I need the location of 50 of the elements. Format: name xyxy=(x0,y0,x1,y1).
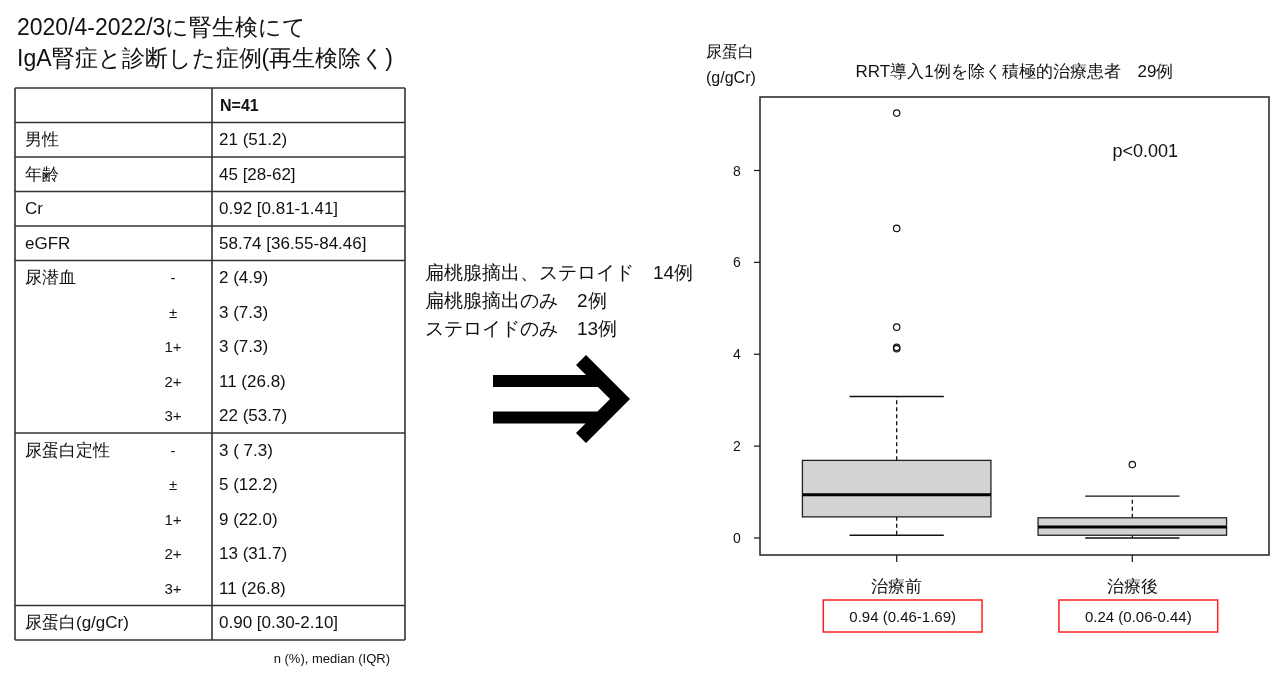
y-tick-label: 2 xyxy=(733,438,742,455)
category-label: 年齢 xyxy=(25,164,59,184)
text: 3 (7.3) xyxy=(219,302,269,322)
annotation: p<0.001 xyxy=(1112,141,1179,162)
category-label: 尿蛋白定性 xyxy=(25,440,110,460)
text: 11 (26.8) xyxy=(219,371,286,391)
category-label: 3+ xyxy=(164,407,182,425)
category-label: Cr xyxy=(25,199,43,219)
text: 扁桃腺摘出のみ 2例 xyxy=(425,289,607,311)
category-label: - xyxy=(170,441,176,459)
text: 22 (53.7) xyxy=(219,406,288,426)
category-label: 1+ xyxy=(164,510,182,528)
text: 0.94 (0.46-1.69) xyxy=(849,607,957,625)
category-label: 1+ xyxy=(164,338,182,356)
text: n (%), median (IQR) xyxy=(273,650,390,666)
text: 扁桃腺摘出、ステロイド 14例 xyxy=(425,261,694,283)
text: 5 (12.2) xyxy=(219,475,278,495)
category-label: - xyxy=(170,269,176,287)
text: 0.92 [0.81-1.41] xyxy=(219,199,339,219)
y-axis-title: 尿蛋白 (g/gCr) xyxy=(706,42,756,86)
category-label: 尿蛋白(g/gCr) xyxy=(25,613,129,633)
category-label: ± xyxy=(168,303,178,321)
text: 21 (51.2) xyxy=(219,130,288,150)
text: 0.24 (0.06-0.44) xyxy=(1084,607,1192,625)
text: 3 ( 7.3) xyxy=(219,440,273,460)
y-tick-label: 4 xyxy=(733,346,742,363)
category-label: 尿潜血 xyxy=(25,268,76,288)
text: 13 (31.7) xyxy=(219,544,288,564)
category-label: ± xyxy=(168,476,178,494)
text: 9 (22.0) xyxy=(219,509,278,529)
text: 3 (7.3) xyxy=(219,337,269,357)
text: 11 (26.8) xyxy=(219,578,286,598)
x-tick-label: 治療後 xyxy=(1106,576,1158,596)
y-tick-label: 6 xyxy=(733,254,742,271)
y-tick-label: 8 xyxy=(733,162,742,179)
category-label: 男性 xyxy=(25,130,59,150)
category-label: eGFR xyxy=(25,233,71,253)
y-tick-label: 0 xyxy=(733,530,742,546)
chart-title: RRT導入1例を除く積極的治療患者 29例 xyxy=(855,61,1174,81)
text: 2020/4-2022/3に腎生検にて IgA腎症と診断した症例(再生検除く) xyxy=(17,14,393,71)
category-label: N=41 xyxy=(220,96,259,114)
text: ステロイドのみ 13例 xyxy=(425,317,618,339)
text: 2 (4.9) xyxy=(219,268,269,288)
x-tick-label: 治療前 xyxy=(871,576,923,596)
text: 0.90 [0.30-2.10] xyxy=(219,613,339,633)
category-label: 2+ xyxy=(164,372,182,390)
category-label: 2+ xyxy=(164,545,182,563)
category-label: 3+ xyxy=(164,579,182,597)
text: 45 [28-62] xyxy=(219,164,296,184)
text: 58.74 [36.55-84.46] xyxy=(219,233,367,253)
